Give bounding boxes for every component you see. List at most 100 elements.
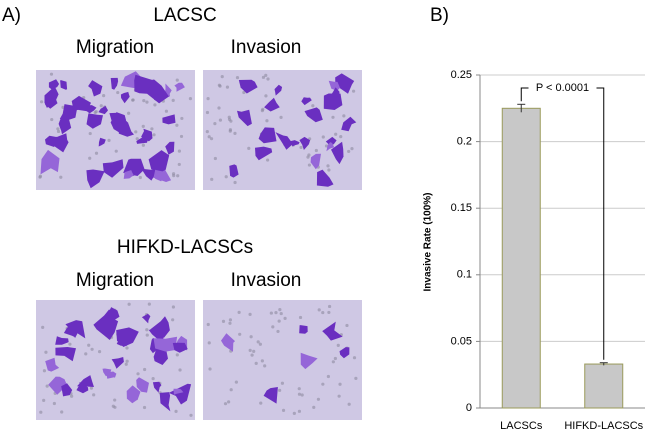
pore <box>263 364 267 368</box>
pore <box>189 413 193 417</box>
cell <box>237 109 252 127</box>
pore <box>333 356 337 361</box>
x-tick-label: LACSCs <box>500 420 543 429</box>
pore <box>297 392 302 396</box>
pore <box>238 332 242 336</box>
pore <box>247 146 251 150</box>
pore <box>171 305 175 309</box>
cell <box>102 368 112 377</box>
pore <box>50 117 54 122</box>
pore <box>141 124 145 129</box>
pore <box>278 308 282 312</box>
image-label: Invasion <box>231 37 302 58</box>
pore <box>354 376 358 380</box>
pore <box>142 99 146 103</box>
pore <box>258 342 262 346</box>
pore <box>180 116 184 121</box>
cell <box>55 347 76 362</box>
pore <box>124 362 128 366</box>
cell <box>304 107 323 123</box>
pore <box>327 304 332 309</box>
cell <box>136 137 148 144</box>
pore <box>94 151 99 155</box>
cell <box>316 169 334 187</box>
pore <box>327 168 331 172</box>
cell <box>326 142 335 152</box>
pore <box>312 405 316 410</box>
pore <box>175 123 179 127</box>
cell <box>299 136 311 150</box>
cell <box>55 336 69 345</box>
pore <box>336 343 340 347</box>
cell <box>40 149 60 175</box>
y-tick-label: 0.05 <box>451 335 472 347</box>
pore <box>206 322 210 327</box>
cell <box>48 376 68 395</box>
cell <box>141 168 156 181</box>
panel-label: B) <box>430 5 449 26</box>
pore <box>225 85 230 89</box>
pore <box>177 149 181 153</box>
pore <box>218 118 223 122</box>
pore <box>172 174 176 178</box>
pore <box>52 401 56 406</box>
pore <box>68 342 72 346</box>
cell <box>341 116 357 132</box>
pore <box>49 72 54 76</box>
pore <box>42 369 47 373</box>
pore <box>220 75 224 79</box>
cell <box>335 73 355 94</box>
pore <box>321 135 325 139</box>
pore <box>300 393 304 397</box>
pore <box>125 359 129 363</box>
image-label: Migration <box>76 270 154 291</box>
cell <box>76 382 89 394</box>
pore <box>228 321 232 325</box>
y-tick-label: 0.15 <box>451 202 472 214</box>
pore <box>175 78 179 82</box>
cell <box>275 132 293 150</box>
pore <box>116 90 120 95</box>
pore <box>311 104 315 108</box>
pore <box>228 128 233 132</box>
cell <box>65 320 86 339</box>
group-title: HIFKD-LACSCs <box>117 237 253 258</box>
pore <box>339 135 343 139</box>
pore <box>321 382 325 386</box>
cell <box>141 313 151 324</box>
pore <box>342 114 346 118</box>
cell <box>102 159 124 178</box>
pore <box>326 374 330 379</box>
pore <box>125 346 129 350</box>
cell <box>221 333 235 352</box>
cell <box>154 172 165 182</box>
cell <box>290 140 300 147</box>
pore <box>266 77 270 81</box>
cell <box>45 98 58 109</box>
cell <box>88 80 103 97</box>
pore <box>233 131 237 135</box>
annotation-bg <box>528 81 597 95</box>
cell <box>134 74 152 94</box>
pore <box>171 318 175 322</box>
annotation: P < 0.0001 <box>536 82 589 94</box>
pore <box>334 132 338 136</box>
pore <box>107 138 111 143</box>
pore <box>210 177 214 181</box>
pore <box>316 397 321 401</box>
pore <box>249 335 253 339</box>
pore <box>127 302 131 306</box>
pore <box>213 122 217 126</box>
cell <box>264 97 280 112</box>
error-bar <box>599 362 608 366</box>
cell <box>71 95 91 112</box>
cell <box>299 325 308 334</box>
cell <box>146 79 169 104</box>
pore <box>177 162 181 167</box>
pore <box>317 308 321 312</box>
pore <box>260 109 264 113</box>
pore <box>345 323 349 328</box>
pore <box>261 75 266 79</box>
pore <box>213 156 217 161</box>
